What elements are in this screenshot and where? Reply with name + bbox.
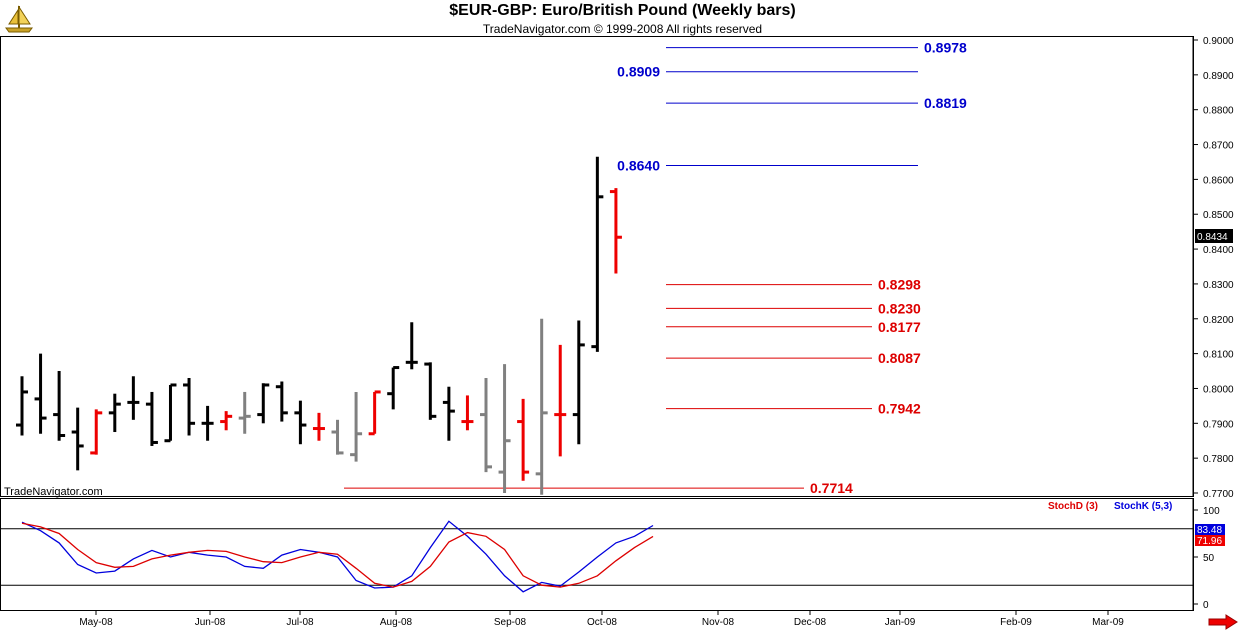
- ohlc-bar: [442, 386, 455, 441]
- price-tick-label: 0.9000: [1203, 36, 1234, 47]
- watermark: TradeNavigator.com: [4, 486, 103, 498]
- date-tick-label: Jul-08: [286, 617, 314, 628]
- ohlc-bar: [16, 376, 28, 436]
- date-tick-label: Oct-08: [587, 617, 617, 628]
- ohlc-bar: [127, 376, 140, 420]
- scroll-right-arrow-icon[interactable]: [1208, 614, 1238, 630]
- price-tick-label: 0.7900: [1203, 419, 1234, 430]
- price-tick-label: 0.8300: [1203, 280, 1234, 291]
- ohlc-bar: [350, 391, 363, 462]
- ohlc-bar: [71, 407, 84, 471]
- ohlc-bar: [591, 156, 604, 352]
- level-label: 0.8177: [878, 319, 921, 335]
- stochk-line: [21, 520, 654, 593]
- level-label: 0.8298: [878, 277, 921, 293]
- oscillator-tick-label: 0: [1203, 600, 1209, 611]
- price-tick-label: 0.8500: [1203, 210, 1234, 221]
- ohlc-bar: [480, 378, 492, 473]
- ohlc-bar: [387, 366, 400, 410]
- trade-navigator-logo-icon[interactable]: [2, 2, 36, 34]
- price-tick-label: 0.7800: [1203, 454, 1234, 465]
- price-tick-label: 0.8900: [1203, 71, 1234, 82]
- date-tick-label: Feb-09: [1000, 617, 1032, 628]
- copyright-notice: TradeNavigator.com © 1999-2008 All right…: [482, 22, 763, 36]
- ohlc-bar: [183, 378, 196, 436]
- ohlc-bar: [517, 398, 530, 481]
- ohlc-bar: [405, 322, 418, 370]
- ohlc-bar: [554, 344, 567, 457]
- ohlc-bar: [424, 362, 437, 420]
- last-price-marker: 0.8434: [1195, 229, 1233, 243]
- ohlc-bars: [16, 156, 622, 495]
- oscillator-axis: 100 50 0: [1, 498, 1220, 611]
- main-panel: 0.9000 0.8900 0.8800 0.8700 0.8600 0.8500 0.84…: [0, 36, 1234, 500]
- level-label: 0.8909: [617, 64, 660, 80]
- legend-stochk: StochK (5,3): [1114, 501, 1172, 512]
- price-tick-label: 0.8600: [1203, 175, 1234, 186]
- legend-stochd: StochD (3): [1048, 501, 1098, 512]
- ohlc-bar: [53, 371, 66, 441]
- chart-title: $EUR-GBP: Euro/British Pound (Weekly bar…: [449, 2, 796, 19]
- ohlc-bar: [257, 383, 270, 424]
- date-tick-label: Jun-08: [195, 617, 226, 628]
- oscillator-tick-label: 100: [1203, 506, 1220, 517]
- price-axis: 0.9000 0.8900 0.8800 0.8700 0.8600 0.8500 0.84…: [1192, 36, 1234, 500]
- price-tick-label: 0.8000: [1203, 384, 1234, 395]
- date-axis: May-08 Jun-08 Jul-08 Aug-08 Sep-08 Oct-08 Nov-…: [79, 611, 1124, 628]
- ohlc-bar: [275, 381, 288, 422]
- price-tick-label: 0.8800: [1203, 106, 1234, 117]
- ohlc-bar: [609, 188, 622, 274]
- date-tick-label: Dec-08: [794, 617, 827, 628]
- stochd-value-label: 71.96: [1197, 536, 1222, 547]
- ohlc-bar: [238, 391, 251, 434]
- ohlc-bar: [498, 364, 511, 493]
- ohlc-bar: [108, 393, 121, 433]
- date-tick-label: Jan-09: [885, 617, 916, 628]
- ohlc-bar: [312, 412, 325, 441]
- stochd-value-box: [1195, 535, 1225, 546]
- ohlc-bar: [331, 419, 344, 455]
- oscillator-tick-label: 50: [1203, 553, 1215, 564]
- ohlc-bar: [220, 411, 233, 431]
- price-tick-label: 0.8700: [1203, 141, 1234, 152]
- level-label: 0.8087: [878, 350, 921, 366]
- ohlc-bar: [368, 390, 381, 436]
- ohlc-bar: [201, 405, 214, 441]
- stochk-value-box: [1195, 524, 1225, 535]
- level-label: 0.8819: [924, 95, 967, 111]
- ohlc-bar: [461, 395, 474, 431]
- price-tick-label: 0.7700: [1203, 489, 1234, 500]
- projection-levels: 0.8978 0.8909 0.8819 0.8640 0.8298 0.8230 0.81…: [344, 40, 967, 496]
- level-label: 0.7714: [810, 480, 853, 496]
- stochastic-lines: [21, 520, 654, 593]
- chart-header: $EUR-GBP: Euro/British Pound (Weekly bar…: [0, 0, 1245, 36]
- price-tick-label: 0.8400: [1203, 245, 1234, 256]
- date-tick-label: May-08: [79, 617, 113, 628]
- ohlc-bar: [34, 353, 47, 434]
- ohlc-bar: [164, 383, 177, 443]
- ohlc-bar: [90, 409, 103, 455]
- ohlc-bar: [145, 391, 158, 446]
- date-tick-label: Aug-08: [380, 617, 413, 628]
- date-tick-label: Mar-09: [1092, 617, 1124, 628]
- stochk-value-label: 83.48: [1197, 525, 1222, 536]
- stochd-line: [21, 522, 654, 588]
- oscillator-panel: 100 50 0 StochD (3) StochK (5,3) 83.48 71.…: [0, 498, 1225, 611]
- level-label: 0.8640: [617, 157, 660, 173]
- level-label: 0.8978: [924, 40, 967, 56]
- level-label: 0.7942: [878, 401, 921, 417]
- price-tick-label: 0.8100: [1203, 350, 1234, 361]
- price-tick-label: 0.8200: [1203, 315, 1234, 326]
- ohlc-bar: [535, 318, 548, 495]
- level-label: 0.8230: [878, 300, 921, 316]
- ohlc-bar: [294, 400, 307, 445]
- date-tick-label: Sep-08: [494, 617, 527, 628]
- date-tick-label: Nov-08: [702, 617, 735, 628]
- last-price-label: 0.8434: [1197, 232, 1228, 243]
- last-price-box: [1195, 229, 1233, 243]
- ohlc-bar: [572, 320, 585, 445]
